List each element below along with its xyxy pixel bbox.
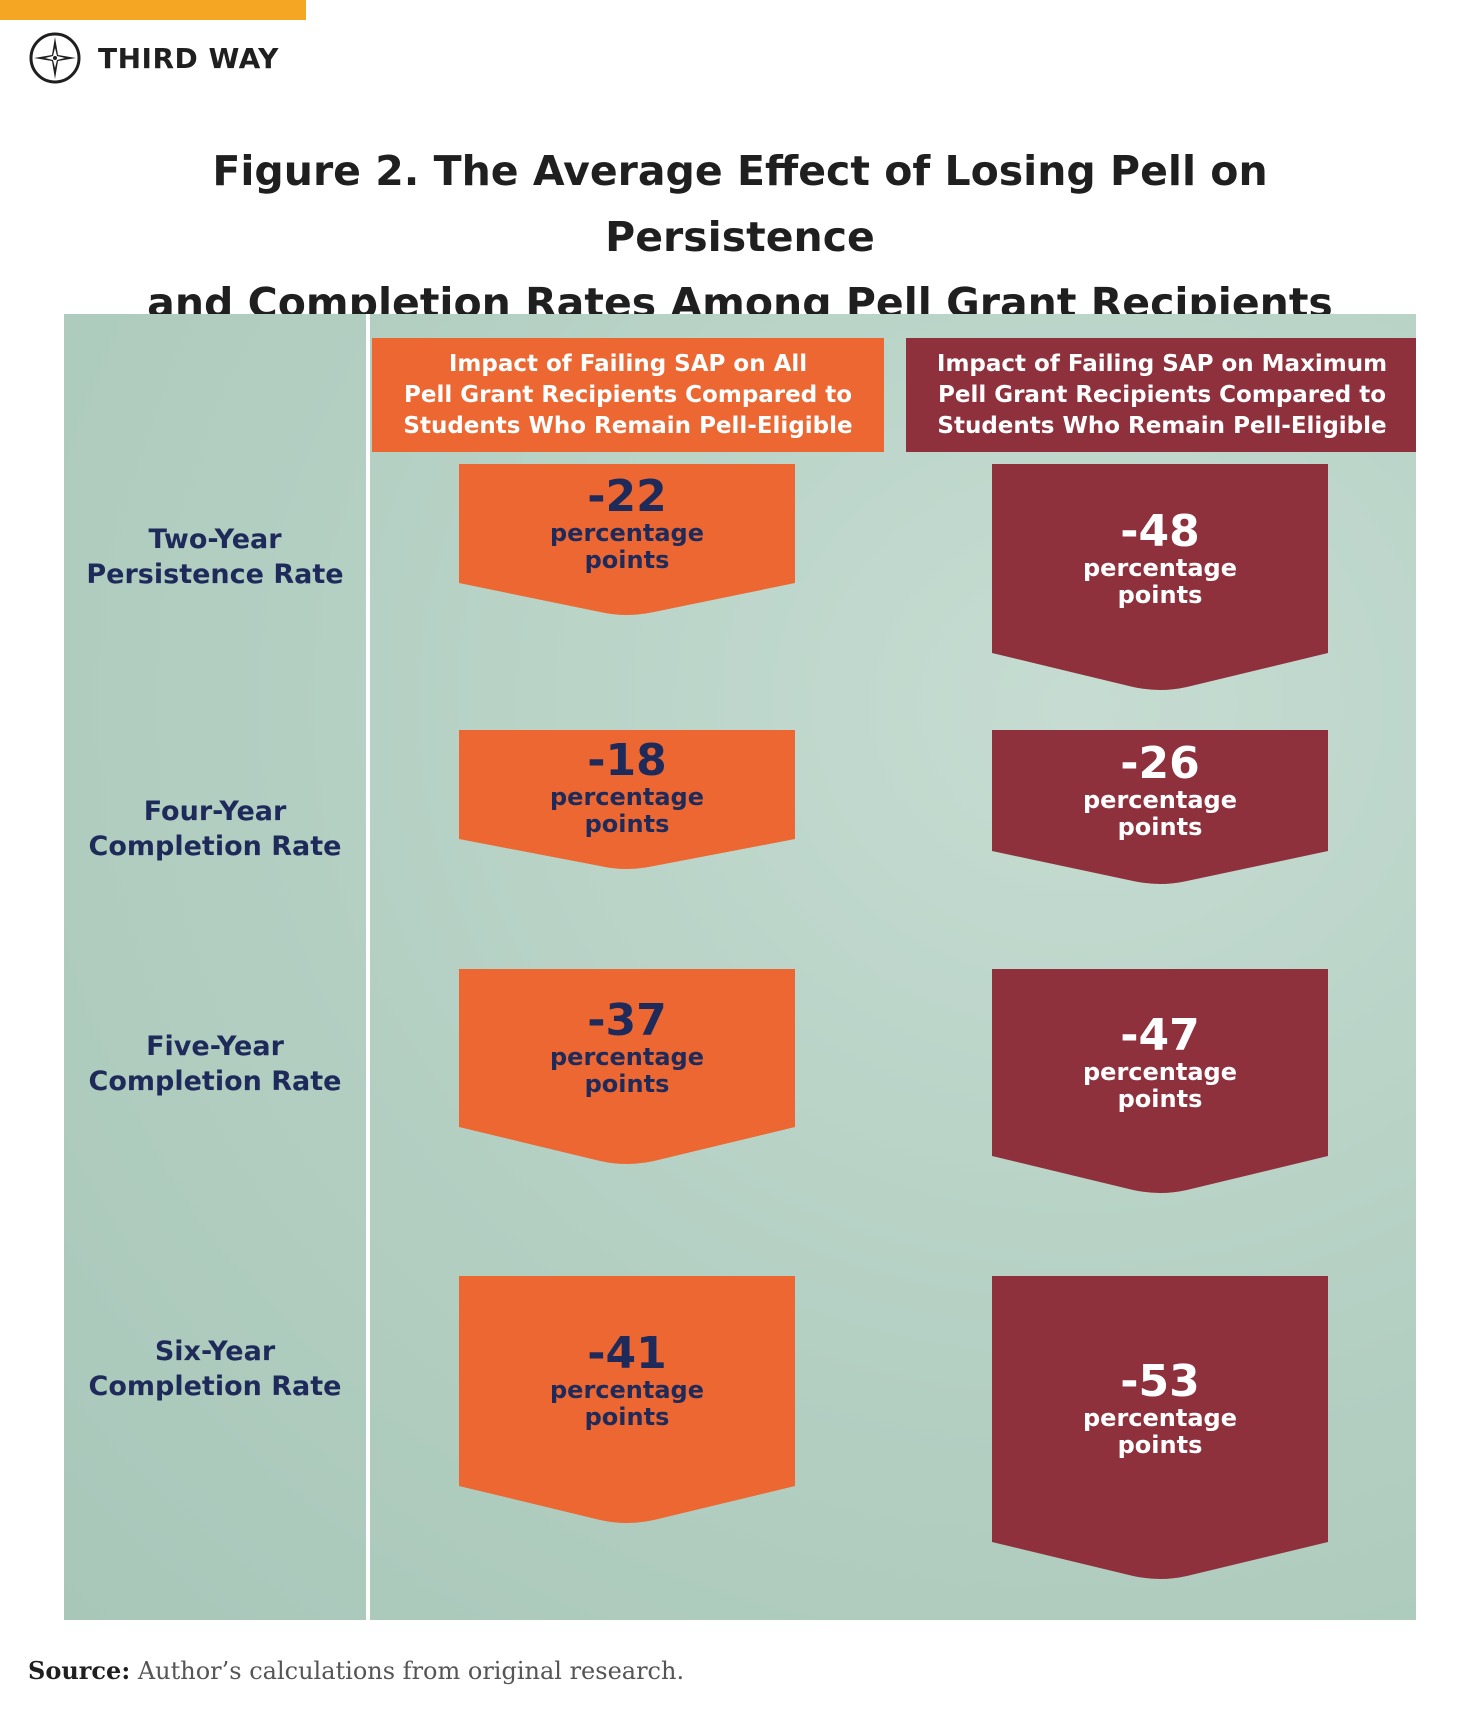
- column-header-line: Students Who Remain Pell-Eligible: [937, 412, 1387, 439]
- data-label: -53: [1120, 1356, 1200, 1407]
- unit-label: percentage points: [1082, 1404, 1237, 1459]
- column-divider: [366, 314, 370, 1620]
- row-label-line: Six-Year: [154, 1336, 276, 1367]
- data-label: -26: [1120, 738, 1200, 789]
- brand-logo: THIRD WAY: [28, 30, 279, 86]
- unit-label: percentage points: [1082, 554, 1237, 609]
- brand-name: THIRD WAY: [98, 41, 279, 75]
- row-label: Six-Year Completion Rate: [64, 1334, 366, 1404]
- data-label: -18: [587, 735, 667, 786]
- column-header: Impact of Failing SAP on Maximum Pell Gra…: [906, 338, 1416, 452]
- value-text: -26 percentage points: [992, 741, 1328, 841]
- value-marker: -41 percentage points: [459, 1276, 795, 1524]
- accent-bar: [0, 0, 306, 20]
- value-marker: -26 percentage points: [992, 730, 1328, 885]
- column-header-line: Students Who Remain Pell-Eligible: [403, 412, 853, 439]
- unit-label: percentage points: [1082, 786, 1237, 841]
- source-note: Source: Author’s calculations from origi…: [28, 1656, 684, 1685]
- value-text: -37 percentage points: [459, 998, 795, 1098]
- row-label-line: Two-Year: [148, 524, 282, 555]
- value-text: -22 percentage points: [459, 474, 795, 574]
- chart-panel: Impact of Failing SAP on All Pell Grant R…: [64, 314, 1416, 1620]
- data-label: -22: [587, 471, 667, 522]
- value-text: -41 percentage points: [459, 1331, 795, 1431]
- value-text: -18 percentage points: [459, 738, 795, 838]
- row-label-line: Persistence Rate: [86, 559, 344, 590]
- value-arrow-shape: [459, 464, 795, 615]
- value-marker: -18 percentage points: [459, 730, 795, 870]
- row-label-line: Completion Rate: [88, 1371, 342, 1402]
- row-label: Four-Year Completion Rate: [64, 794, 366, 864]
- source-label: Source:: [28, 1656, 131, 1685]
- value-arrow-shape: [992, 1276, 1328, 1579]
- column-header-line: Pell Grant Recipients Compared to: [937, 381, 1387, 408]
- column-header-line: Impact of Failing SAP on All: [448, 350, 808, 377]
- data-label: -48: [1120, 506, 1200, 557]
- row-label: Two-Year Persistence Rate: [64, 522, 366, 592]
- unit-label: percentage points: [1082, 1058, 1237, 1113]
- value-text: -47 percentage points: [992, 1013, 1328, 1113]
- value-marker: -47 percentage points: [992, 969, 1328, 1194]
- source-text: Author’s calculations from original rese…: [130, 1657, 685, 1685]
- data-label: -47: [1120, 1010, 1200, 1061]
- value-arrow-shape: [992, 464, 1328, 690]
- column-header: Impact of Failing SAP on All Pell Grant R…: [372, 338, 884, 452]
- value-marker: -48 percentage points: [992, 464, 1328, 691]
- chart-title: Figure 2. The Average Effect of Losing P…: [80, 138, 1400, 336]
- row-label-line: Five-Year: [146, 1031, 284, 1062]
- column-header-line: Pell Grant Recipients Compared to: [403, 381, 853, 408]
- data-label: -41: [587, 1328, 667, 1379]
- value-text: -53 percentage points: [992, 1359, 1328, 1459]
- value-marker: -53 percentage points: [992, 1276, 1328, 1580]
- unit-label: percentage points: [549, 783, 704, 838]
- row-label-line: Completion Rate: [88, 1066, 342, 1097]
- value-text: -48 percentage points: [992, 509, 1328, 609]
- unit-label: percentage points: [549, 1043, 704, 1098]
- value-arrow-shape: [459, 730, 795, 869]
- value-arrow-shape: [992, 969, 1328, 1193]
- unit-label: percentage points: [549, 1376, 704, 1431]
- compass-icon: [29, 32, 81, 84]
- value-arrow-shape: [459, 969, 795, 1164]
- value-arrow-shape: [992, 730, 1328, 884]
- row-label-line: Completion Rate: [88, 831, 342, 862]
- value-marker: -37 percentage points: [459, 969, 795, 1165]
- unit-label: percentage points: [549, 519, 704, 574]
- row-label: Five-Year Completion Rate: [64, 1029, 366, 1099]
- column-header-line: Impact of Failing SAP on Maximum: [936, 350, 1388, 377]
- data-label: -37: [587, 995, 667, 1046]
- chart-title-line: Figure 2. The Average Effect of Losing P…: [212, 147, 1268, 261]
- value-marker: -22 percentage points: [459, 464, 795, 616]
- row-label-line: Four-Year: [143, 796, 287, 827]
- value-arrow-shape: [459, 1276, 795, 1523]
